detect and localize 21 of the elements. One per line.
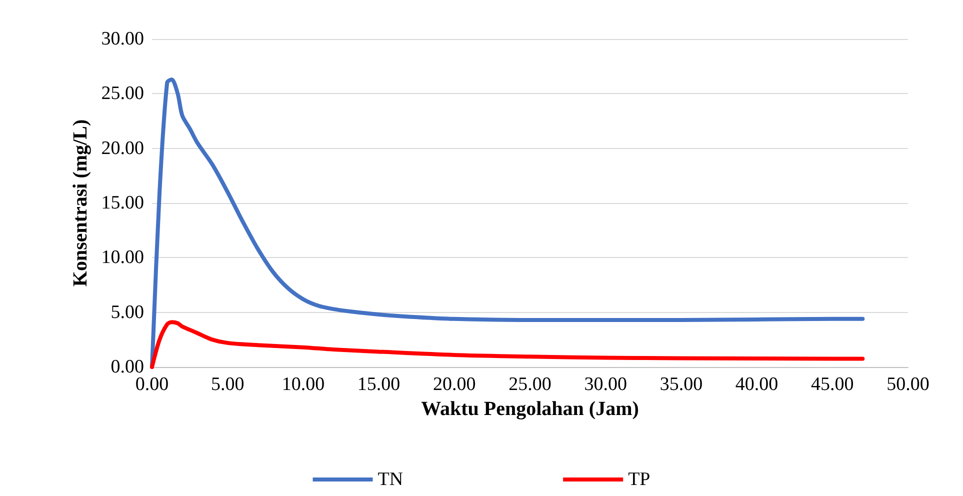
y-tick-label: 25.00 bbox=[101, 83, 144, 104]
x-tick-label: 45.00 bbox=[811, 374, 854, 395]
legend-label: TP bbox=[628, 469, 650, 490]
y-tick-label: 5.00 bbox=[110, 302, 144, 323]
x-tick-label: 20.00 bbox=[433, 374, 476, 395]
y-tick-label: 10.00 bbox=[101, 247, 144, 268]
x-tick-label: 40.00 bbox=[735, 374, 778, 395]
y-tick-label: 20.00 bbox=[101, 138, 144, 159]
x-tick-label: 30.00 bbox=[584, 374, 627, 395]
y-axis-title: Konsentrasi (mg/L) bbox=[69, 119, 92, 287]
y-tick-label: 15.00 bbox=[101, 192, 144, 214]
legend-label: TN bbox=[378, 469, 404, 490]
x-tick-label: 50.00 bbox=[886, 374, 930, 395]
x-tick-label: 5.00 bbox=[210, 374, 244, 395]
x-tick-label: 35.00 bbox=[660, 374, 703, 395]
x-tick-label: 25.00 bbox=[508, 374, 552, 395]
line-series bbox=[150, 320, 865, 369]
x-axis-title: Waktu Pengolahan (Jam) bbox=[421, 398, 639, 420]
x-tick-label: 10.00 bbox=[282, 374, 325, 395]
x-tick-label: 15.00 bbox=[357, 374, 400, 395]
y-tick-label: 30.00 bbox=[101, 28, 144, 50]
